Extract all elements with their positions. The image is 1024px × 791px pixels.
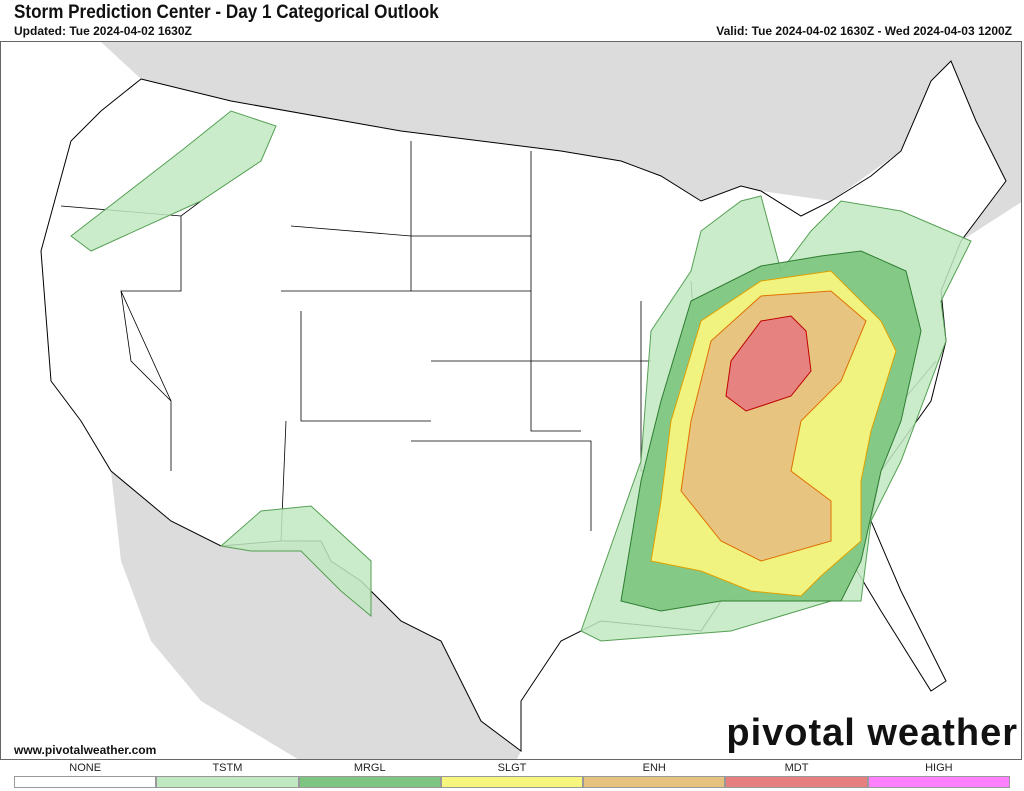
- legend-swatch: [867, 776, 1010, 788]
- page-title: Storm Prediction Center - Day 1 Categori…: [14, 2, 439, 23]
- legend-item-slgt: SLGT: [440, 762, 584, 788]
- legend-swatch: [156, 776, 299, 788]
- legend-item-enh: ENH: [583, 762, 726, 788]
- risk-area-tstm-northwest: [70, 110, 277, 252]
- legend-item-mdt: MDT: [725, 762, 868, 788]
- risk-area-mdt: [725, 315, 812, 412]
- website-url: www.pivotalweather.com: [14, 743, 157, 757]
- pivotal-weather-logo: pivotal weather: [726, 712, 1018, 754]
- risk-area-tstm-southwest: [219, 505, 372, 618]
- legend-item-tstm: TSTM: [156, 762, 299, 788]
- mexico-land: [111, 471, 521, 759]
- legend-swatch: [14, 776, 157, 788]
- legend-item-mrgl: MRGL: [298, 762, 441, 788]
- legend-swatch: [583, 776, 726, 788]
- updated-time: Updated: Tue 2024-04-02 1630Z: [14, 24, 192, 38]
- valid-time: Valid: Tue 2024-04-02 1630Z - Wed 2024-0…: [716, 24, 1012, 38]
- risk-area-enh: [680, 290, 867, 562]
- legend-item-none: NONE: [14, 762, 157, 788]
- outlook-map: [0, 41, 1022, 760]
- map-svg: [1, 42, 1021, 759]
- legend-swatch: [440, 776, 584, 788]
- legend-swatch: [298, 776, 441, 788]
- risk-legend: NONE TSTM MRGL SLGT ENH MDT HIGH: [14, 762, 1010, 788]
- canada-land: [1, 42, 1021, 241]
- legend-swatch: [725, 776, 868, 788]
- legend-item-high: HIGH: [867, 762, 1010, 788]
